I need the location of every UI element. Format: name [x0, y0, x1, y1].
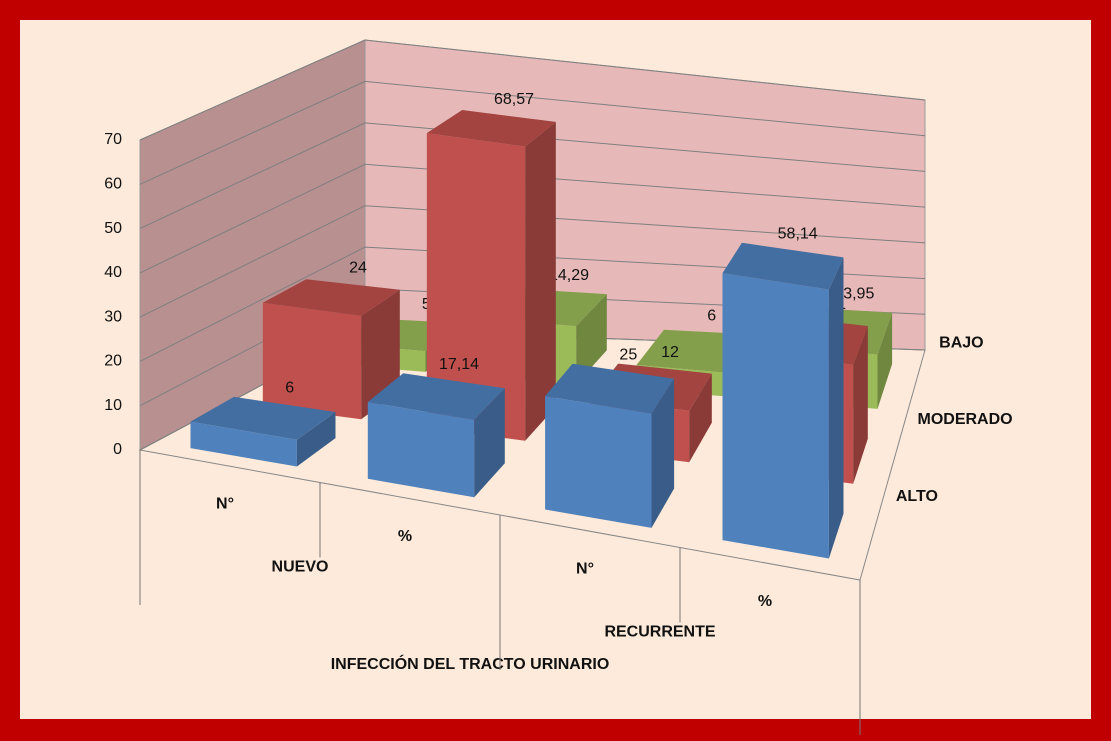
- value-label: 68,57: [494, 91, 534, 108]
- group-label: NUEVO: [272, 559, 329, 576]
- bar-side: [651, 378, 675, 528]
- y-tick-label: 70: [104, 131, 122, 148]
- series-label: MODERADO: [918, 411, 1013, 428]
- bar-top: [636, 329, 750, 373]
- series-label: ALTO: [896, 488, 938, 505]
- value-label: 13,95: [834, 285, 874, 302]
- bar: [545, 363, 675, 528]
- x-tick-label: %: [758, 593, 772, 610]
- bar-top: [426, 110, 556, 147]
- y-tick-label: 30: [104, 308, 122, 325]
- bar: [262, 279, 400, 420]
- bar-top: [545, 363, 675, 414]
- x-tick-label: %: [398, 528, 412, 545]
- y-tick-label: 0: [113, 441, 122, 458]
- grid-line: [139, 163, 926, 274]
- value-label: 14,29: [549, 267, 589, 284]
- y-tick-label: 60: [104, 176, 122, 193]
- bar: [722, 242, 844, 559]
- grid-line: [139, 80, 926, 185]
- bar-side: [877, 312, 893, 409]
- grid-line: [139, 205, 926, 318]
- bar-front: [545, 396, 652, 528]
- bar-side: [828, 257, 844, 559]
- value-label: 58,14: [778, 225, 818, 242]
- value-label: 6: [285, 380, 294, 397]
- bar-top: [262, 279, 400, 316]
- value-label: 5: [422, 296, 431, 313]
- bar-front: [262, 302, 362, 420]
- bar-side: [853, 326, 868, 484]
- bar: [367, 373, 505, 498]
- x-tick-label: N°: [216, 495, 234, 512]
- x-axis-title: INFECCIÓN DEL TRACTO URINARIO: [331, 654, 610, 673]
- bar-side: [576, 294, 607, 385]
- x-tick-label: N°: [576, 560, 594, 577]
- y-tick-label: 10: [104, 397, 122, 414]
- value-label: 24: [349, 260, 367, 277]
- bar-front: [426, 133, 526, 441]
- series-label: BAJO: [939, 335, 983, 352]
- y-tick-label: 50: [104, 220, 122, 237]
- grid-line: [139, 39, 926, 141]
- bar-front: [367, 402, 475, 498]
- bar-side: [296, 412, 336, 467]
- y-tick-label: 20: [104, 353, 122, 370]
- grid-line: [139, 122, 926, 230]
- bar-front: [722, 273, 829, 559]
- bar: [426, 110, 556, 441]
- bar-side: [474, 388, 505, 498]
- bar-side: [525, 121, 556, 441]
- bar-side: [689, 373, 712, 463]
- value-label: 6: [707, 307, 716, 324]
- bar-top: [190, 396, 336, 440]
- group-label: RECURRENTE: [604, 624, 715, 641]
- value-label: 17,14: [439, 356, 479, 373]
- value-label: 25: [619, 346, 637, 363]
- y-tick-label: 40: [104, 264, 122, 281]
- bar-front: [190, 421, 297, 467]
- bar: [190, 396, 336, 467]
- bar-top: [722, 242, 844, 290]
- value-label: 12: [661, 344, 679, 361]
- bar-top: [367, 373, 505, 420]
